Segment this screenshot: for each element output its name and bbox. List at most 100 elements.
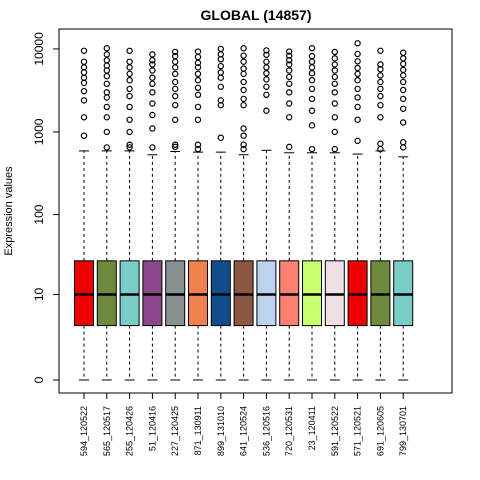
- outlier-point: [354, 116, 361, 123]
- outlier-point: [217, 97, 224, 104]
- outlier-point: [171, 64, 179, 71]
- outlier-point: [240, 70, 247, 78]
- outlier-point: [331, 61, 338, 68]
- outlier-point: [400, 144, 407, 151]
- outlier-point: [377, 140, 384, 147]
- outlier-point: [171, 58, 179, 65]
- outlier-point: [149, 80, 156, 88]
- x-tick-label: 255_120426: [125, 406, 135, 456]
- outlier-point: [354, 50, 361, 58]
- outlier-point: [103, 144, 111, 151]
- outlier-point: [263, 107, 270, 114]
- box-565_120517: [96, 45, 117, 381]
- outlier-point: [400, 49, 407, 56]
- outlier-point: [194, 84, 202, 92]
- outlier-point: [377, 78, 384, 86]
- outlier-point: [149, 144, 156, 151]
- outlier-point: [286, 80, 293, 88]
- x-tick-label: 641_120524: [239, 406, 249, 456]
- outlier-point: [263, 47, 270, 54]
- outlier-point: [194, 91, 202, 99]
- outlier-point: [308, 145, 316, 153]
- outlier-point: [308, 76, 316, 84]
- x-tick-label: 899_131010: [216, 406, 226, 456]
- box-rect: [210, 260, 231, 327]
- outlier-point: [194, 145, 202, 153]
- outlier-point: [286, 48, 293, 55]
- outlier-point: [331, 145, 338, 153]
- outlier-point: [308, 70, 316, 77]
- outlier-point: [149, 89, 156, 96]
- outlier-point: [263, 58, 270, 65]
- outlier-point: [171, 48, 179, 56]
- box-641_120524: [233, 45, 254, 381]
- x-tick-label: 591_120522: [330, 406, 340, 456]
- outlier-point: [240, 78, 247, 86]
- outlier-point: [194, 70, 202, 78]
- y-tick-label: 10000: [32, 32, 46, 66]
- outlier-point: [194, 48, 202, 55]
- outlier-point: [354, 70, 361, 78]
- outlier-point: [171, 116, 179, 123]
- outlier-point: [286, 143, 293, 151]
- outlier-point: [80, 74, 88, 81]
- box-51_120416: [142, 51, 163, 381]
- outlier-point: [149, 67, 156, 74]
- outlier-point: [80, 47, 88, 54]
- outlier-point: [400, 95, 407, 103]
- outlier-point: [80, 58, 88, 65]
- box-rect: [324, 260, 345, 327]
- plot-frame: [58, 28, 453, 394]
- outlier-point: [126, 64, 133, 71]
- box-571_120521: [347, 40, 368, 381]
- outlier-point: [331, 114, 338, 121]
- outlier-point: [377, 61, 384, 68]
- outlier-point: [126, 103, 133, 111]
- outlier-point: [103, 45, 111, 52]
- outlier-point: [80, 114, 88, 121]
- box-series: [74, 40, 414, 381]
- outlier-point: [240, 101, 247, 109]
- outlier-point: [286, 73, 293, 81]
- x-tick-label: 23_120411: [307, 406, 317, 450]
- box-594_120522: [74, 47, 94, 381]
- outlier-point: [194, 59, 202, 67]
- outlier-point: [103, 114, 111, 121]
- outlier-point: [400, 139, 407, 146]
- outlier-point: [240, 45, 247, 52]
- box-799_130701: [393, 49, 414, 381]
- outlier-point: [103, 72, 111, 80]
- box-rect: [302, 260, 322, 327]
- outlier-point: [103, 89, 111, 96]
- box-rect: [188, 260, 208, 327]
- outlier-point: [217, 62, 224, 70]
- outlier-point: [194, 103, 202, 111]
- x-tick-label: 871_130911: [193, 406, 203, 455]
- outlier-point: [400, 119, 407, 126]
- outlier-point: [194, 116, 202, 123]
- outlier-point: [171, 101, 179, 109]
- box-rect: [279, 260, 300, 327]
- outlier-point: [308, 52, 316, 60]
- box-871_130911: [188, 48, 208, 381]
- outlier-point: [80, 87, 88, 95]
- outlier-point: [331, 48, 338, 56]
- x-tick-label: 720_120531: [284, 406, 294, 456]
- outlier-point: [149, 61, 156, 68]
- outlier-point: [308, 107, 316, 114]
- outlier-point: [240, 141, 247, 148]
- box-591_120522: [324, 48, 345, 381]
- x-tick-label: 799_130701: [398, 406, 408, 456]
- outlier-point: [149, 125, 156, 132]
- x-tick-label: 51_120416: [147, 406, 157, 451]
- outlier-point: [354, 58, 361, 65]
- box-rect: [370, 260, 391, 327]
- box-rect: [96, 260, 117, 327]
- x-tick-label: 691_120605: [375, 406, 385, 456]
- outlier-point: [354, 94, 361, 101]
- box-rect: [347, 260, 368, 327]
- y-axis: 0 10 100 1000 10000: [32, 32, 60, 383]
- box-rect: [74, 260, 94, 327]
- outlier-point: [126, 70, 133, 78]
- outlier-point: [103, 57, 111, 64]
